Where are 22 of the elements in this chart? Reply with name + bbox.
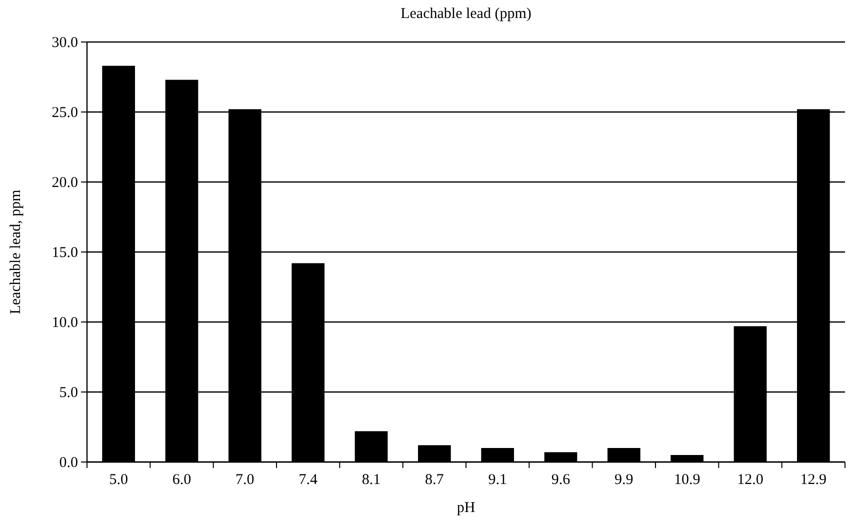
x-tick-label: 6.0 <box>172 472 192 488</box>
y-tick-label: 5.0 <box>59 384 78 401</box>
chart-title: Leachable lead (ppm) <box>400 6 532 22</box>
x-tick-label: 9.9 <box>614 472 634 488</box>
y-tick-label: 0.0 <box>59 454 78 471</box>
y-tick-label: 10.0 <box>52 314 78 331</box>
x-tick-label: 12.9 <box>800 472 827 488</box>
y-tick-label: 25.0 <box>52 104 78 121</box>
x-tick-label: 10.9 <box>674 472 700 488</box>
x-tick-label: 9.6 <box>551 472 571 488</box>
x-tick-label: 7.0 <box>236 472 254 488</box>
x-tick-label: 5.0 <box>109 472 128 488</box>
x-tick-label: 8.7 <box>425 472 444 488</box>
y-tick-label: 20.0 <box>52 174 78 191</box>
x-tick-label: 8.1 <box>362 472 381 488</box>
y-axis-title: Leachable lead, ppm <box>8 189 24 314</box>
y-tick-label: 30.0 <box>52 34 78 51</box>
x-axis-title: pH <box>456 500 476 516</box>
x-tick-label: 9.1 <box>488 472 507 488</box>
x-tick-label: 12.0 <box>737 472 764 488</box>
y-tick-label: 15.0 <box>52 244 78 261</box>
x-tick-label: 7.4 <box>298 472 318 488</box>
